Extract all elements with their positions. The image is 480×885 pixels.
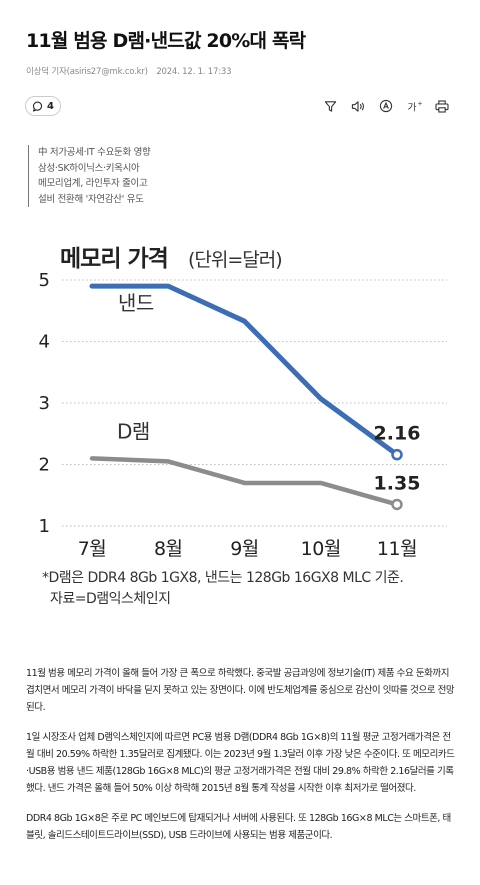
memory-price-chart: 메모리 가격 (단위=달러) 1 2 3 4 5 낸드 2.16 D램 1.35 7월 8월 9월… bbox=[22, 232, 460, 612]
publish-date: 2024. 12. 1. 17:33 bbox=[156, 67, 232, 77]
svg-text:+: + bbox=[417, 100, 422, 108]
series-name-label: 낸드 bbox=[118, 291, 154, 315]
y-tick-label: 2 bbox=[39, 455, 50, 476]
series-line-0 bbox=[89, 283, 400, 458]
chart-title: 메모리 가격 bbox=[60, 246, 168, 272]
print-icon[interactable] bbox=[434, 98, 450, 114]
x-tick-label: 10월 bbox=[301, 538, 341, 560]
chart-y-ticks: 1 2 3 4 5 bbox=[39, 270, 50, 537]
series-name-label: D램 bbox=[117, 419, 150, 443]
filter-icon[interactable] bbox=[322, 98, 338, 114]
chart-series: 낸드 2.16 D램 1.35 bbox=[89, 283, 421, 511]
reporter-name[interactable]: 이상덕 기자(asiris27@mk.co.kr) bbox=[26, 67, 148, 77]
byline: 이상덕 기자(asiris27@mk.co.kr) 2024. 12. 1. 1… bbox=[26, 65, 231, 77]
y-tick-label: 3 bbox=[39, 393, 50, 414]
font-size-icon[interactable]: 가+ bbox=[406, 98, 422, 114]
x-tick-label: 8월 bbox=[154, 538, 183, 560]
svg-text:가: 가 bbox=[407, 101, 416, 112]
chart-grid bbox=[62, 279, 447, 527]
x-tick-label: 11월 bbox=[377, 538, 417, 560]
speaker-icon[interactable] bbox=[350, 98, 366, 114]
x-tick-label: 9월 bbox=[230, 538, 259, 560]
article-paragraph: 1일 시장조사 업체 D램익스체인지에 따르면 PC용 범용 D램(DDR4 8… bbox=[26, 732, 455, 794]
comment-button[interactable]: 4 bbox=[25, 96, 61, 116]
series-end-point-1 bbox=[391, 498, 403, 511]
article-headline: 11월 범용 D램·낸드값 20%대 폭락 bbox=[26, 30, 306, 52]
summary-line: 中 저가공세·IT 수요둔화 영향 bbox=[38, 147, 151, 158]
chart-source: 자료=D램익스체인지 bbox=[50, 591, 171, 607]
y-tick-label: 5 bbox=[39, 270, 50, 291]
chart-footnote: *D램은 DDR4 8Gb 1GX8, 낸드는 128Gb 16GX8 MLC … bbox=[42, 570, 403, 586]
chart-svg: 메모리 가격 (단위=달러) 1 2 3 4 5 낸드 2.16 D램 1.35 7월 8월 9월… bbox=[39, 246, 447, 607]
chart-x-ticks: 7월 8월 9월 10월 11월 bbox=[78, 538, 418, 560]
data-label-end: 1.35 bbox=[374, 472, 421, 494]
speech-bubble-icon bbox=[32, 101, 43, 112]
x-tick-label: 7월 bbox=[78, 538, 107, 560]
article-paragraph: DDR4 8Gb 1G×8은 주로 PC 메인보드에 탑재되거나 서버에 사용된… bbox=[26, 813, 451, 841]
summary-line: 메모리업계, 라인투자 줄이고 bbox=[38, 178, 148, 189]
translate-icon[interactable] bbox=[378, 98, 394, 114]
data-label-end: 2.16 bbox=[374, 423, 421, 445]
article-toolbar: 4 가+ bbox=[0, 94, 480, 120]
comment-count: 4 bbox=[47, 100, 54, 112]
chart-unit: (단위=달러) bbox=[188, 249, 282, 271]
summary-line: 삼성·SK하이닉스·키옥시아 bbox=[38, 162, 140, 174]
article-paragraph: 11월 범용 메모리 가격이 올해 들어 가장 큰 폭으로 하락했다. 중국발 … bbox=[26, 668, 455, 713]
y-tick-label: 1 bbox=[39, 516, 50, 537]
article-body: 11월 범용 메모리 가격이 올해 들어 가장 큰 폭으로 하락했다. 중국발 … bbox=[26, 665, 456, 857]
y-tick-label: 4 bbox=[39, 332, 50, 353]
series-line-1 bbox=[89, 456, 400, 507]
summary-line: 설비 전환해 '자연감산' 유도 bbox=[38, 193, 144, 205]
article-summary: 中 저가공세·IT 수요둔화 영향 삼성·SK하이닉스·키옥시아 메모리업계, … bbox=[28, 145, 151, 207]
series-end-point-0 bbox=[391, 448, 403, 461]
